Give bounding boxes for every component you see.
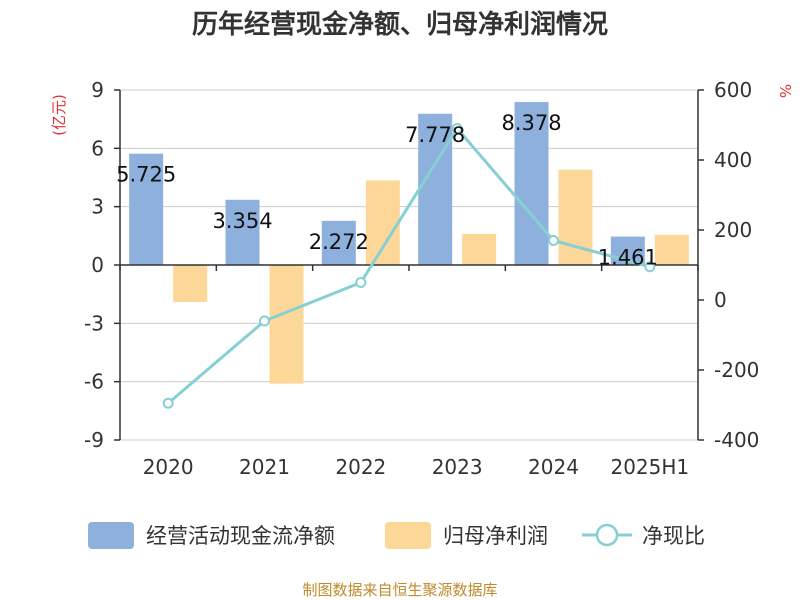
right-tick-label: -400 (714, 428, 759, 452)
x-tick-label-2021: 2021 (239, 455, 290, 479)
net-profit-bar-2025H1 (654, 234, 689, 265)
left-tick-label: -9 (84, 428, 104, 452)
net-profit-bar-2023 (462, 233, 497, 265)
cash-flow-label-2024: 8.378 (501, 111, 561, 135)
x-tick-label-2022: 2022 (335, 455, 386, 479)
tick-labels: 9 6 3 0 -3 -6 -9 600 400 200 0 -200 -400 2020 2021 2022… (84, 78, 759, 479)
cash-flow-bar-2023 (418, 113, 453, 265)
right-tick-label: 0 (714, 288, 727, 312)
ratio-point-2024 (548, 235, 559, 246)
legend-swatch-0 (88, 522, 134, 549)
ratio-line (162, 123, 656, 409)
right-axis-unit: % (776, 84, 794, 98)
cash-flow-bar-2020 (129, 153, 164, 265)
x-tick-label-2025H1: 2025H1 (610, 455, 689, 479)
left-tick-label: 0 (91, 253, 104, 277)
net-profit-bar-2022 (365, 180, 400, 265)
cash-flow-label-2025H1: 1.461 (598, 246, 658, 270)
source-note: 制图数据来自恒生聚源数据库 (302, 581, 497, 599)
ratio-point-2023 (451, 123, 463, 134)
ratio-point-2022 (355, 277, 367, 288)
left-axis-unit: (亿元) (50, 94, 68, 136)
ratio-point-2025H1 (644, 261, 656, 273)
chart-title: 历年经营现金净额、归母净利润情况 (192, 9, 608, 40)
legend-swatch-1 (385, 522, 431, 549)
left-tick-label: -3 (84, 311, 104, 335)
right-tick-label: -200 (714, 358, 759, 382)
axes (114, 89, 704, 441)
left-tick-label: 3 (91, 195, 104, 219)
cash-flow-label-2020: 5.725 (116, 163, 176, 187)
data-labels: 5.725 3.354 2.272 7.778 8.378 1.461 (116, 111, 658, 269)
left-tick-label: -6 (84, 370, 104, 394)
right-tick-label: 400 (714, 148, 752, 172)
left-tick-label: 6 (91, 136, 104, 160)
x-tick-label-2024: 2024 (528, 455, 579, 479)
x-tick-label-2023: 2023 (432, 455, 483, 479)
legend-label-2: 净现比 (642, 524, 705, 548)
cash-flow-label-2021: 3.354 (212, 209, 272, 233)
cash-flow-bar-2021 (225, 199, 260, 265)
net-profit-bar-2021 (269, 265, 304, 384)
ratio-point-2020 (162, 397, 174, 409)
net-profit-bar-2020 (173, 265, 208, 302)
legend: 经营活动现金流净额 归母净利润 净现比 (88, 522, 705, 549)
cash-flow-label-2023: 7.778 (405, 123, 465, 147)
legend-swatch-marker (595, 523, 619, 547)
ratio-line-path (167, 125, 651, 405)
legend-label-0: 经营活动现金流净额 (146, 524, 335, 548)
right-tick-label: 200 (714, 218, 752, 242)
right-tick-label: 600 (714, 78, 752, 102)
left-tick-label: 9 (91, 78, 104, 102)
legend-label-1: 归母净利润 (443, 524, 548, 548)
cash-flow-bar-2024 (514, 102, 549, 265)
cash-flow-label-2022: 2.272 (309, 230, 369, 254)
x-tick-label-2020: 2020 (143, 455, 194, 479)
ratio-point-2021 (259, 315, 270, 327)
cash-flow-bar-2022 (321, 220, 356, 265)
